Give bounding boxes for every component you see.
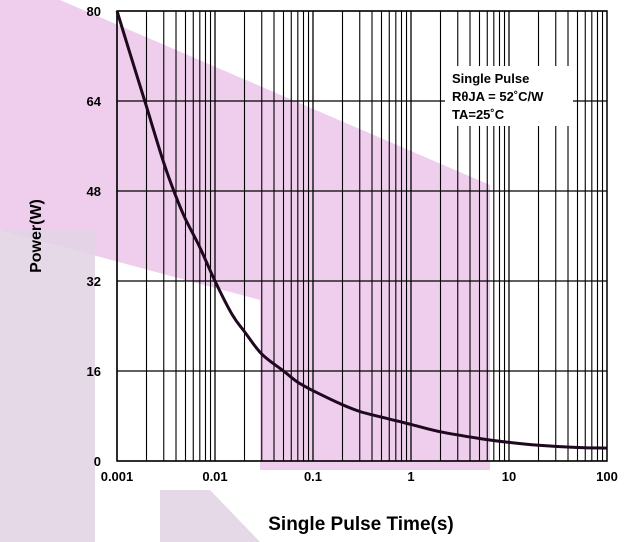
x-tick-label: 1 — [407, 469, 414, 484]
series-layer — [115, 10, 608, 450]
y-tick-label: 32 — [87, 274, 101, 289]
x-tick-label: 100 — [596, 469, 618, 484]
annotation-line-1: Single Pulse — [452, 71, 529, 86]
y-axis-label: Power(W) — [28, 199, 45, 273]
x-tick-label: 0.01 — [202, 469, 227, 484]
x-tick-label: 0.1 — [304, 469, 322, 484]
y-tick-label: 48 — [87, 184, 101, 199]
plot-frame — [116, 10, 608, 462]
y-tick-label: 80 — [87, 4, 101, 19]
x-tick-label: 10 — [502, 469, 516, 484]
y-tick-label: 64 — [87, 94, 102, 109]
annotation-box — [445, 66, 573, 126]
x-axis-label: Single Pulse Time(s) — [268, 514, 453, 535]
y-tick-label: 0 — [94, 454, 101, 469]
annotation-line-2: RθJA = 52˚C/W — [452, 89, 544, 104]
annotation-line-3: TA=25˚C — [452, 107, 505, 122]
grid — [116, 10, 607, 462]
watermark-shape-bottom — [160, 490, 260, 542]
x-tick-label: 0.001 — [101, 469, 134, 484]
watermark-shape-left — [0, 230, 95, 542]
series-line — [115, 10, 608, 450]
y-tick-label: 16 — [87, 364, 101, 379]
tick-labels: 0.001 0.01 0.1 1 10 100 0 16 32 48 64 80 — [87, 4, 618, 484]
